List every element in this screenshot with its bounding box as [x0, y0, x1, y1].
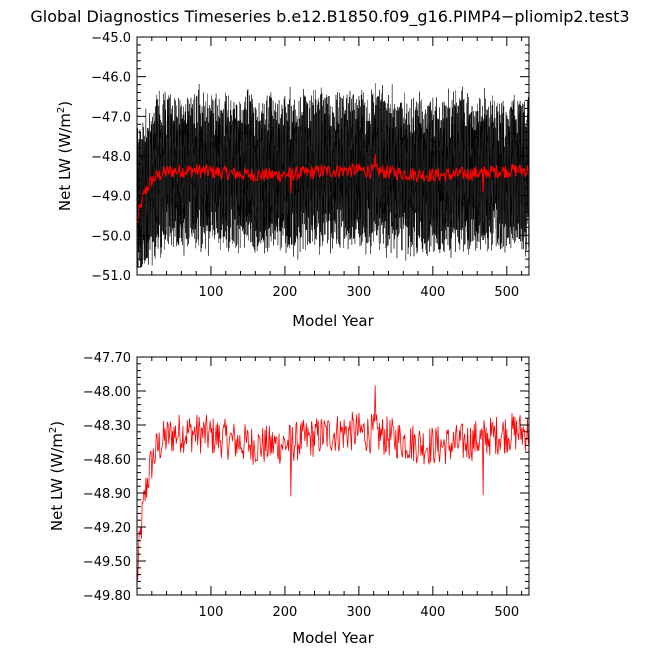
y-tick-label: −48.0: [91, 150, 131, 165]
x-tick-label: 400: [420, 285, 445, 300]
y-tick-label: −48.60: [83, 453, 131, 468]
y-tick-label: −49.0: [91, 190, 131, 205]
y-tick-label: −50.0: [91, 229, 131, 244]
x-tick-label: 300: [346, 285, 371, 300]
series-group: [136, 83, 530, 268]
x-tick-label: 100: [199, 285, 224, 300]
x-tick-label: 200: [273, 605, 298, 620]
y-tick-label: −48.30: [83, 419, 131, 434]
y-axis-label-close: ): [56, 101, 74, 107]
y-axis-label-superscript: 2: [48, 427, 59, 433]
y-tick-label: −47.0: [91, 110, 131, 125]
y-tick-label: −45.0: [91, 31, 131, 46]
y-tick-label: −48.00: [83, 385, 131, 400]
axis-ticks: 100 200 300 400 500 −51.0 −50.0 −49.0 −48.0 −47.0…: [91, 31, 529, 300]
chart-panel-bottom: 100 200 300 400 500 −49.80 −49.50 −49.20 −48.90 −…: [48, 351, 530, 647]
x-tick-label: 200: [273, 285, 298, 300]
plot-frame: [136, 356, 530, 596]
y-axis-label-text: Net LW (W/m: [48, 433, 66, 531]
y-tick-label: −49.80: [83, 589, 131, 604]
x-axis-label: Model Year: [292, 629, 374, 647]
series-line-annual: [136, 153, 530, 224]
y-axis-label-close: ): [48, 421, 66, 427]
y-tick-label: −46.0: [91, 71, 131, 86]
chart-panel-top: 100 200 300 400 500 −51.0 −50.0 −49.0 −48.0 −47.0…: [56, 31, 530, 330]
figure-title: Global Diagnostics Timeseries b.e12.B185…: [30, 7, 629, 27]
series-line-monthly: [136, 83, 530, 268]
y-tick-label: −49.20: [83, 521, 131, 536]
y-tick-label: −51.0: [91, 269, 131, 284]
axis-ticks: 100 200 300 400 500 −49.80 −49.50 −49.20 −48.90 −…: [83, 351, 529, 620]
y-tick-label: −49.50: [83, 555, 131, 570]
x-axis-label: Model Year: [292, 312, 374, 330]
y-axis-label: Net LW (W/m2): [48, 421, 66, 531]
x-tick-label: 500: [494, 285, 519, 300]
y-tick-label: −47.70: [83, 351, 131, 366]
x-tick-label: 100: [199, 605, 224, 620]
series-line-annual: [136, 385, 530, 580]
y-axis-label: Net LW (W/m2): [56, 101, 74, 211]
x-tick-label: 400: [420, 605, 445, 620]
series-group: [136, 385, 530, 580]
y-tick-label: −48.90: [83, 487, 131, 502]
y-axis-label-text: Net LW (W/m: [56, 113, 74, 211]
x-tick-label: 500: [494, 605, 519, 620]
y-axis-label-superscript: 2: [56, 107, 67, 113]
x-tick-label: 300: [346, 605, 371, 620]
